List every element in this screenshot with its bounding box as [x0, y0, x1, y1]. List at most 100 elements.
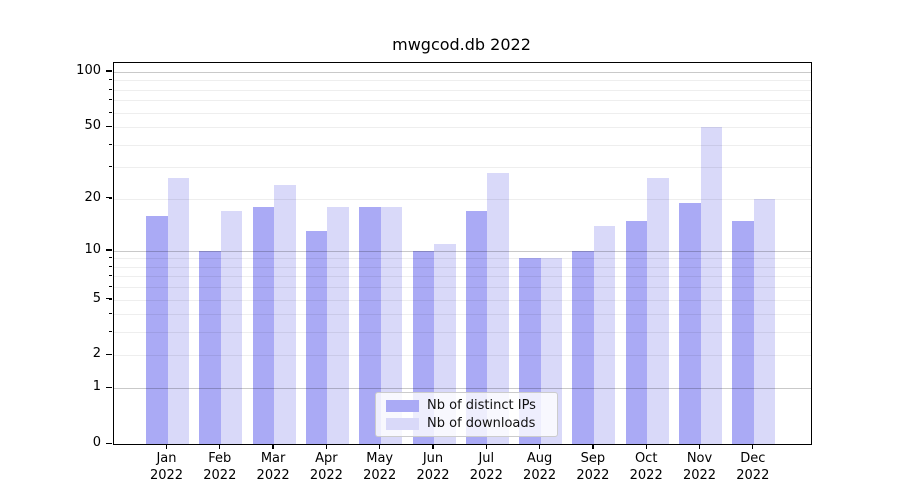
- y-minor-tick: [108, 166, 112, 168]
- bar-distinct-ips-may: [359, 206, 381, 444]
- minor-gridline: [114, 167, 811, 169]
- y-tick-label: 1: [92, 379, 101, 395]
- y-minor-tick: [108, 197, 112, 199]
- x-tick-label-oct: Oct 2022: [629, 451, 663, 483]
- bar-downloads-dec: [753, 198, 776, 444]
- legend-item-downloads: Nb of downloads: [386, 416, 547, 431]
- major-gridline: [114, 250, 811, 252]
- minor-gridline: [114, 355, 811, 357]
- y-minor-tick: [108, 354, 112, 356]
- y-minor-tick: [108, 331, 112, 333]
- x-tick-label-jul: Jul 2022: [469, 451, 503, 483]
- x-tick: [752, 444, 754, 449]
- y-minor-tick: [108, 99, 112, 101]
- y-minor-tick: [108, 298, 112, 300]
- y-minor-tick: [108, 257, 112, 259]
- x-tick: [219, 444, 221, 449]
- y-minor-tick: [108, 286, 112, 288]
- y-tick-label: 50: [84, 118, 101, 134]
- y-tick: [106, 386, 112, 389]
- y-tick: [106, 442, 112, 444]
- minor-gridline: [114, 287, 811, 289]
- bar-downloads-apr: [327, 206, 349, 444]
- minor-gridline: [114, 198, 811, 200]
- y-minor-tick: [108, 88, 112, 90]
- minor-gridline: [114, 332, 811, 334]
- x-tick: [379, 444, 381, 449]
- legend-label-distinct-ips: Nb of distinct IPs: [427, 398, 536, 413]
- x-tick: [538, 444, 541, 449]
- legend: Nb of distinct IPs Nb of downloads: [375, 392, 558, 437]
- x-tick: [592, 444, 594, 449]
- x-tick-label-nov: Nov 2022: [682, 451, 717, 483]
- x-tick: [645, 444, 647, 449]
- x-tick: [165, 444, 168, 449]
- major-gridline: [114, 71, 811, 73]
- minor-gridline: [114, 127, 811, 129]
- x-tick: [325, 444, 328, 449]
- chart-title: mwgcod.db 2022: [392, 35, 531, 54]
- x-tick-label-sep: Sep 2022: [576, 451, 610, 483]
- bar-downloads-mar: [274, 184, 296, 444]
- y-tick: [106, 249, 112, 251]
- minor-gridline: [114, 80, 811, 82]
- bar-distinct-ips-jan: [146, 215, 168, 444]
- x-tick: [432, 444, 434, 449]
- legend-swatch-downloads: [386, 417, 419, 430]
- minor-gridline: [114, 144, 811, 146]
- minor-gridline: [114, 314, 811, 316]
- y-tick-label: 10: [84, 241, 101, 257]
- y-tick-label: 0: [92, 435, 101, 450]
- x-tick-label-jun: Jun 2022: [416, 451, 450, 483]
- bar-distinct-ips-mar: [252, 206, 275, 444]
- y-tick: [106, 70, 112, 72]
- y-minor-tick: [108, 275, 112, 277]
- bar-distinct-ips-jul: [465, 211, 488, 444]
- bar-distinct-ips-apr: [305, 231, 328, 444]
- x-tick: [485, 444, 487, 449]
- x-tick: [272, 444, 274, 449]
- x-tick: [698, 444, 701, 449]
- minor-gridline: [114, 276, 811, 278]
- y-minor-tick: [108, 79, 112, 81]
- minor-gridline: [114, 266, 811, 268]
- y-tick-label: 20: [84, 189, 101, 205]
- minor-gridline: [114, 112, 811, 114]
- plot-area: [113, 62, 812, 445]
- y-tick-label: 2: [92, 346, 101, 362]
- minor-gridline: [114, 100, 811, 102]
- x-tick-label-mar: Mar 2022: [256, 451, 290, 483]
- minor-gridline: [114, 258, 811, 260]
- y-minor-tick: [108, 111, 112, 113]
- x-tick-label-apr: Apr 2022: [309, 451, 343, 483]
- bar-downloads-may: [380, 206, 403, 444]
- bar-downloads-jan: [167, 178, 189, 444]
- bar-downloads-feb: [220, 211, 243, 444]
- y-minor-tick: [108, 265, 112, 267]
- bar-downloads-nov: [700, 127, 722, 444]
- y-minor-tick: [108, 126, 112, 128]
- minor-gridline: [114, 299, 811, 301]
- y-minor-tick: [108, 313, 112, 315]
- x-tick-label-may: May 2022: [363, 451, 397, 483]
- bar-downloads-jul: [487, 172, 509, 444]
- y-minor-tick: [108, 143, 112, 145]
- y-tick-label: 100: [76, 62, 101, 78]
- bar-distinct-ips-sep: [572, 250, 594, 444]
- legend-label-downloads: Nb of downloads: [427, 416, 536, 431]
- minor-gridline: [114, 89, 811, 91]
- legend-swatch-distinct-ips: [386, 399, 419, 412]
- x-tick-label-aug: Aug 2022: [523, 451, 557, 483]
- bar-distinct-ips-dec: [732, 220, 754, 444]
- x-tick-label-feb: Feb 2022: [203, 451, 237, 483]
- bar-downloads-sep: [593, 225, 616, 444]
- bar-distinct-ips-feb: [199, 250, 221, 444]
- bar-downloads-oct: [647, 178, 669, 444]
- bar-distinct-ips-nov: [679, 202, 701, 444]
- x-tick-label-jan: Jan 2022: [149, 451, 184, 483]
- y-tick-label: 5: [92, 290, 101, 306]
- major-gridline: [114, 388, 811, 390]
- legend-item-distinct-ips: Nb of distinct IPs: [386, 398, 547, 413]
- bar-distinct-ips-oct: [625, 220, 648, 444]
